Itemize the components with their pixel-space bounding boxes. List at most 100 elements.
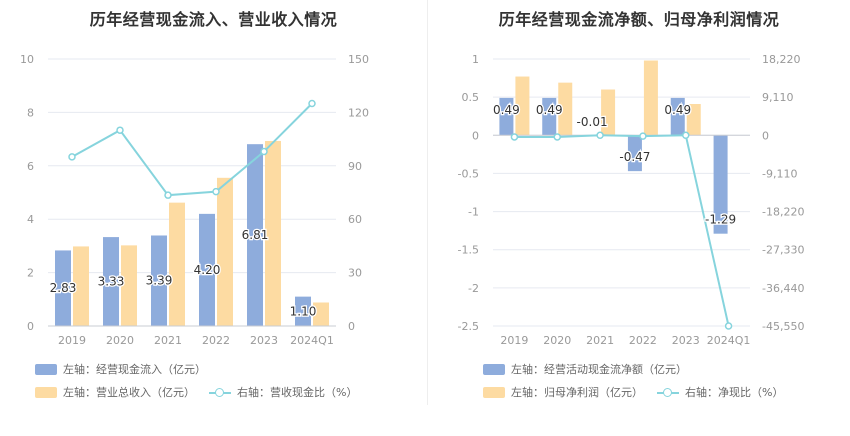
line-point: [212, 187, 220, 196]
bar-orange: [121, 245, 137, 326]
bar-orange: [265, 140, 281, 326]
left-chart-svg: 0 2 4 6 8 10 0 30 60 90 120 150 2019 2020 2021 2022 2023…: [20, 53, 369, 347]
left-axis-tick-label: -1: [468, 206, 479, 219]
right-axis-tick-label: 0: [762, 129, 769, 142]
left-axis-tick-label: 4: [27, 213, 34, 226]
right-legend-bar2[interactable]: 左轴：归母净利润（亿元）: [483, 384, 643, 400]
right-axis-tick-label: -27,330: [762, 244, 804, 257]
right-axis-tick-label: 9,110: [762, 91, 794, 104]
left-axis-tick-label: -0.5: [458, 167, 479, 180]
data-label: -0.01: [577, 115, 608, 129]
left-legend-line[interactable]: 右轴：营收现金比（%）: [209, 384, 357, 400]
line-point: [68, 153, 76, 161]
data-label: 0.49: [493, 103, 520, 117]
line-series-path: [71, 102, 313, 197]
x-axis-tick-label: 2020: [543, 334, 571, 347]
right-axis-tick-label: 18,220: [762, 53, 801, 66]
bar-blue: [542, 97, 557, 136]
bar-orange: [169, 202, 185, 326]
line-point: [308, 99, 316, 108]
legend-swatch-blue-icon: [35, 363, 57, 375]
left-axis-tick-label: 0.5: [462, 91, 480, 104]
bar-orange: [313, 302, 329, 326]
left-legend-line-label: 右轴：营收现金比（%）: [237, 386, 358, 399]
bar-orange: [217, 177, 233, 326]
right-chart-svg: -2.5 -2 -1.5 -1 -0.5 0 0.5 1 18,220 9,110 0 -9,110 -…: [458, 53, 805, 347]
line-point: [724, 322, 733, 330]
right-axis-tick-label: 150: [348, 53, 369, 66]
bar-blue: [713, 135, 728, 234]
x-axis-tick-label: 2020: [106, 334, 134, 347]
bar-blue: [499, 97, 514, 136]
data-label: 0.49: [536, 103, 563, 117]
bar-blue: [151, 235, 167, 326]
left-legend-bar2[interactable]: 左轴：营业总收入（亿元）: [35, 384, 195, 400]
x-axis-tick-label: 2023: [250, 334, 278, 347]
bar-orange: [515, 76, 530, 136]
left-chart-title: 历年经营现金流入、营业收入情况: [89, 10, 338, 29]
bar-orange: [73, 246, 89, 326]
data-label: 3.33: [98, 275, 125, 289]
right-axis-tick-label: 0: [348, 320, 355, 333]
line-series-path: [514, 134, 730, 327]
left-axis-tick-label: 0: [27, 320, 34, 333]
right-legend-line-label: 右轴：净现比（%）: [685, 386, 784, 399]
bar-orange: [558, 82, 573, 136]
right-axis-tick-label: -36,440: [762, 282, 804, 295]
bar-blue: [199, 213, 215, 326]
data-label: -1.29: [705, 213, 736, 227]
line-point: [260, 147, 268, 156]
bar-blue: [670, 97, 685, 136]
line-point: [116, 126, 124, 134]
legend-swatch-orange-icon: [483, 386, 505, 398]
data-label: 0.49: [664, 103, 691, 117]
left-legend-row1: 左轴：经营现金流入（亿元）: [35, 361, 220, 377]
x-axis-tick-label: 2023: [672, 334, 700, 347]
x-axis-tick-label: 2019: [500, 334, 528, 347]
line-point: [164, 191, 172, 199]
right-legend-line[interactable]: 右轴：净现比（%）: [657, 384, 783, 400]
right-axis-tick-label: -18,220: [762, 206, 804, 219]
right-axis-tick-label: 30: [348, 267, 362, 280]
x-axis-tick-label: 2022: [202, 334, 230, 347]
line-point: [682, 131, 690, 140]
bar-orange: [686, 104, 701, 136]
line-point: [596, 131, 604, 140]
bar-orange: [643, 60, 658, 136]
bar-blue: [247, 144, 263, 326]
bar-blue: [295, 296, 311, 326]
right-legend-row2: 左轴：归母净利润（亿元） 右轴：净现比（%）: [483, 384, 797, 400]
data-label: 4.20: [194, 263, 221, 277]
right-axis-tick-label: 120: [348, 106, 369, 119]
legend-swatch-blue-icon: [483, 363, 505, 375]
panel-divider: [427, 0, 428, 405]
bar-blue: [55, 250, 71, 326]
line-point: [510, 133, 519, 141]
bar-blue: [627, 135, 642, 172]
right-legend-row1: 左轴：经营活动现金流净额（亿元）: [483, 361, 701, 377]
data-label: -0.47: [619, 150, 650, 164]
left-axis-tick-label: 2: [27, 267, 34, 280]
left-axis-tick-label: 10: [20, 53, 34, 66]
data-label: 2.83: [50, 281, 77, 295]
right-axis-tick-label: -9,110: [762, 167, 797, 180]
right-axis-tick-label: 90: [348, 160, 362, 173]
right-legend-bar1[interactable]: 左轴：经营活动现金流净额（亿元）: [483, 361, 687, 377]
legend-line-marker-icon: [657, 387, 679, 398]
left-legend-bar2-label: 左轴：营业总收入（亿元）: [63, 386, 195, 399]
x-axis-tick-label: 2021: [586, 334, 614, 347]
left-axis-tick-label: 1: [472, 53, 479, 66]
left-legend-bar1[interactable]: 左轴：经营现金流入（亿元）: [35, 361, 206, 377]
x-axis-tick-label: 2021: [154, 334, 182, 347]
bar-orange: [601, 89, 616, 136]
left-axis-tick-label: 6: [27, 160, 34, 173]
left-axis-tick-label: -2.5: [458, 320, 479, 333]
x-axis-tick-label: 2022: [629, 334, 657, 347]
left-legend-bar1-label: 左轴：经营现金流入（亿元）: [63, 363, 206, 376]
left-legend-row2: 左轴：营业总收入（亿元） 右轴：营收现金比（%）: [35, 384, 371, 400]
right-legend-bar2-label: 左轴：归母净利润（亿元）: [511, 386, 643, 399]
right-legend-bar1-label: 左轴：经营活动现金流净额（亿元）: [511, 363, 687, 376]
x-axis-tick-label: 2019: [58, 334, 86, 347]
left-axis-tick-label: 0: [472, 129, 479, 142]
